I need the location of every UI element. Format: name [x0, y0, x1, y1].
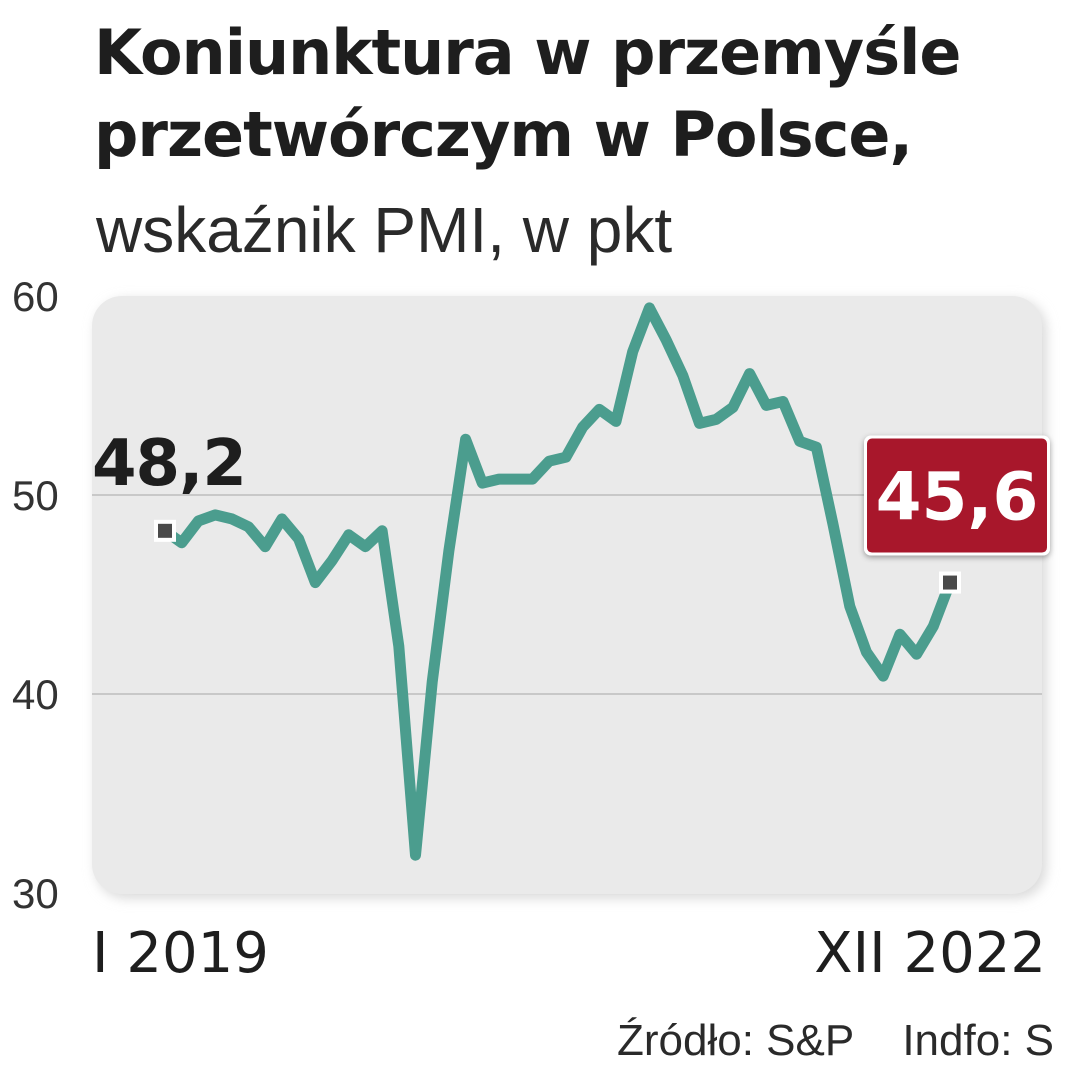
- y-tick-label-60: 60: [12, 273, 59, 320]
- plot-area: [92, 296, 1042, 894]
- point-marker-1: [943, 575, 957, 590]
- data-label-end: 45,6: [876, 459, 1039, 536]
- source-credit: Źródło: S&P Indfo: S: [617, 1016, 1054, 1065]
- point-marker-0: [158, 523, 172, 538]
- x-tick-label-end: XII 2022: [814, 921, 1046, 986]
- series-line-0: [159, 302, 956, 861]
- y-tick-label-50: 50: [12, 472, 59, 519]
- y-tick-label-40: 40: [12, 671, 59, 718]
- x-tick-label-start: I 2019: [92, 921, 269, 986]
- chart-subtitle: wskaźnik PMI, w pkt: [96, 194, 673, 266]
- chart-title: Koniunktura w przemyśle przetwórczym w P…: [94, 16, 961, 171]
- value-badge: [867, 438, 1047, 553]
- data-label-start: 48,2: [92, 427, 246, 501]
- y-tick-label-30: 30: [12, 870, 59, 917]
